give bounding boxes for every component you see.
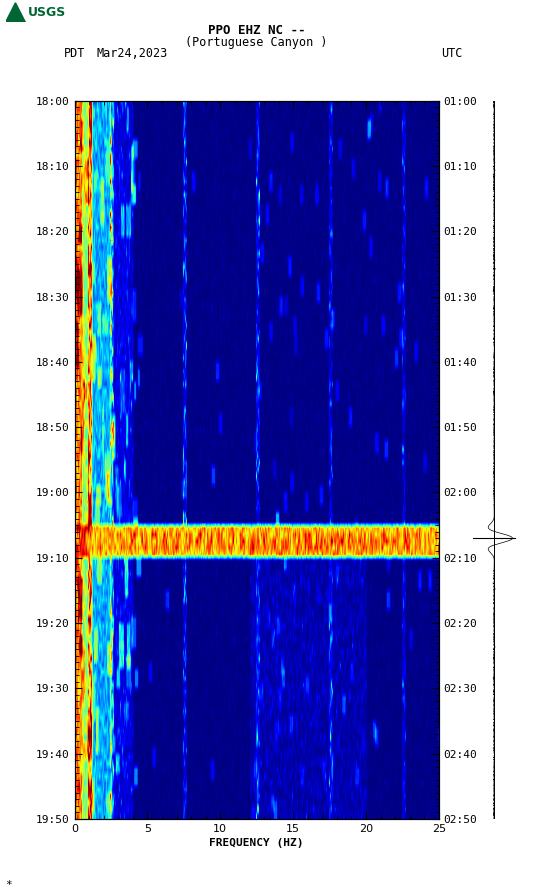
Text: USGS: USGS [28,5,66,19]
Polygon shape [8,10,23,22]
Text: PDT: PDT [63,46,85,60]
Text: Mar24,2023: Mar24,2023 [97,46,168,60]
X-axis label: FREQUENCY (HZ): FREQUENCY (HZ) [209,838,304,848]
Text: (Portuguese Canyon ): (Portuguese Canyon ) [185,36,328,49]
Text: *: * [6,880,12,889]
Text: PPO EHZ NC --: PPO EHZ NC -- [208,24,305,37]
Polygon shape [6,3,25,22]
Text: UTC: UTC [442,46,463,60]
